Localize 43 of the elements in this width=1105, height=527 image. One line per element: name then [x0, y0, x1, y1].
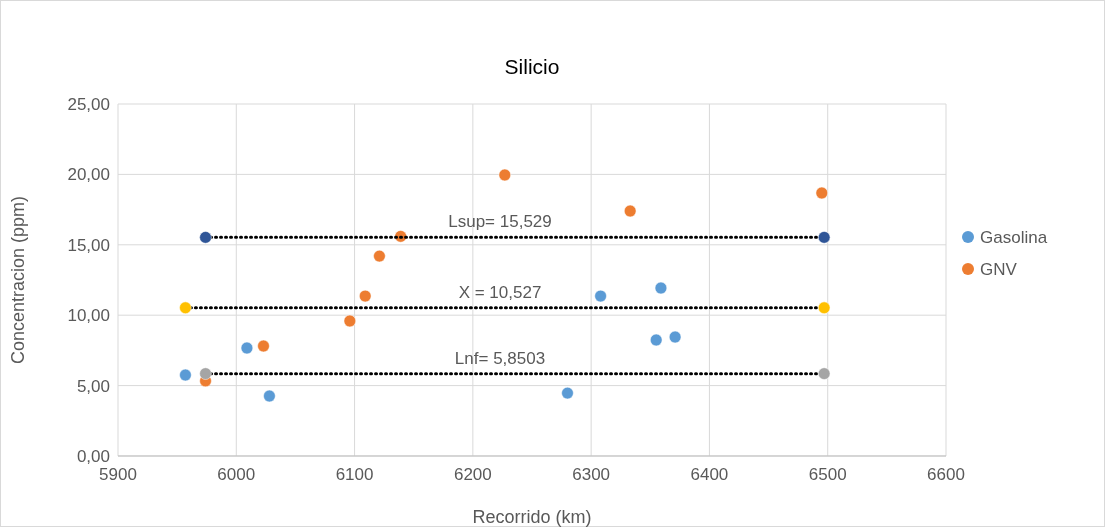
annotation: X = 10,527 [458, 282, 542, 302]
point [650, 333, 663, 347]
x-axis-title: Recorrido (km) [472, 507, 592, 527]
chart-title: Silicio [504, 55, 560, 78]
annotation: Lnf= 5,8503 [454, 348, 546, 368]
point [668, 330, 682, 344]
y-tick-label: 10,00 [67, 306, 110, 326]
point [373, 249, 386, 263]
y-axis-title: Concentracion (ppm) [8, 195, 28, 365]
point [179, 301, 192, 314]
legend-label: GNV [980, 260, 1018, 279]
point [199, 367, 212, 380]
point [359, 289, 372, 303]
point [240, 341, 254, 355]
point [257, 339, 270, 353]
point [179, 368, 192, 382]
y-tick-label: 5,00 [76, 376, 110, 396]
point [818, 231, 831, 244]
x-tick-label: 6600 [927, 465, 965, 484]
y-tick-label: 0,00 [76, 447, 110, 466]
x-tick-label: 6300 [572, 465, 611, 484]
point [594, 289, 607, 303]
x-tick-label: 6000 [217, 465, 256, 484]
y-tick-label: 20,00 [67, 165, 110, 185]
x-tick-label: 6100 [335, 465, 374, 484]
y-tick-label: 15,00 [67, 235, 110, 255]
point [815, 186, 828, 200]
point [624, 204, 637, 218]
point [654, 281, 668, 295]
annotation: Lsup= 15,529 [448, 212, 552, 232]
legend-label: Gasolina [980, 228, 1048, 247]
y-tick-label: 25,00 [67, 95, 110, 114]
point [818, 301, 831, 314]
x-tick-label: 6400 [690, 465, 729, 484]
x-tick-label: 6200 [453, 465, 492, 484]
point [498, 168, 511, 182]
x-tick-label: 5900 [99, 465, 137, 484]
point [818, 367, 831, 380]
point [561, 386, 574, 400]
point [263, 389, 276, 403]
point [343, 314, 357, 328]
x-tick-label: 6500 [808, 465, 847, 484]
point [199, 231, 212, 244]
